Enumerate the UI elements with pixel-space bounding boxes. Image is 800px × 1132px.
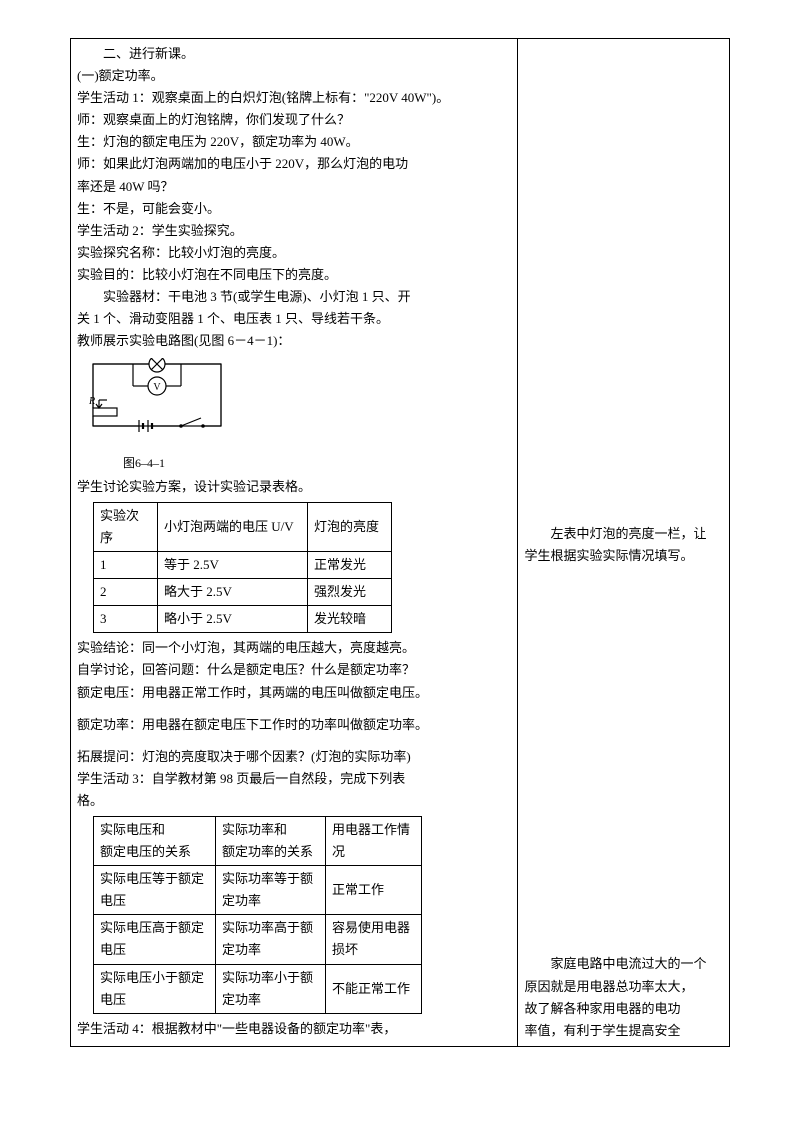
table-cell: 略大于 2.5V xyxy=(158,579,308,606)
relation-table: 实际电压和额定电压的关系 实际功率和额定功率的关系 用电器工作情况 实际电压等于… xyxy=(93,816,422,1014)
circuit-diagram: V R xyxy=(85,358,511,473)
table-cell: 实际功率和额定功率的关系 xyxy=(216,817,326,866)
experiment-name: 实验探究名称：比较小灯泡的亮度。 xyxy=(77,242,511,264)
definition-p: 额定功率：用电器在额定电压下工作时的功率叫做额定功率。 xyxy=(77,714,511,736)
table-cell: 实际电压高于额定电压 xyxy=(94,915,216,964)
table-cell: 发光较暗 xyxy=(308,606,392,633)
experiment-equipment: 实验器材：干电池 3 节(或学生电源)、小灯泡 1 只、开 xyxy=(77,286,511,308)
table-cell: 正常工作 xyxy=(326,866,422,915)
table-cell: 正常发光 xyxy=(308,552,392,579)
experiment-goal: 实验目的：比较小灯泡在不同电压下的亮度。 xyxy=(77,264,511,286)
left-column: 二、进行新课。 (一)额定功率。 学生活动 1：观察桌面上的白炽灯泡(铭牌上标有… xyxy=(71,39,518,1046)
svg-text:R: R xyxy=(88,396,95,407)
table-cell: 强烈发光 xyxy=(308,579,392,606)
experiment-show: 教师展示实验电路图(见图 6－4－1)： xyxy=(77,330,511,352)
subsection-title: (一)额定功率。 xyxy=(77,65,511,87)
table-cell: 实际功率等于额定功率 xyxy=(216,866,326,915)
activity-3: 学生活动 3：自学教材第 98 页最后一自然段，完成下列表 xyxy=(77,768,511,790)
dialogue-line: 率还是 40W 吗？ xyxy=(77,176,511,198)
table-cell: 小灯泡两端的电压 U/V xyxy=(158,502,308,551)
experiment-equipment: 关 1 个、滑动变阻器 1 个、电压表 1 只、导线若干条。 xyxy=(77,308,511,330)
right-column: 左表中灯泡的亮度一栏，让 学生根据实验实际情况填写。 家庭电路中电流过大的一个 … xyxy=(518,39,729,1046)
note-line: 原因就是用电器总功率太大， xyxy=(524,976,723,998)
table-cell: 实际功率小于额定功率 xyxy=(216,964,326,1013)
dialogue-line: 生：灯泡的额定电压为 220V，额定功率为 40W。 xyxy=(77,131,511,153)
svg-text:V: V xyxy=(153,382,161,393)
note-line: 家庭电路中电流过大的一个 xyxy=(524,953,723,975)
table-cell: 实际电压小于额定电压 xyxy=(94,964,216,1013)
table-row: 1 等于 2.5V 正常发光 xyxy=(94,552,392,579)
table-cell: 3 xyxy=(94,606,158,633)
section-heading: 二、进行新课。 xyxy=(77,43,511,65)
table-cell: 1 xyxy=(94,552,158,579)
table-row: 2 略大于 2.5V 强烈发光 xyxy=(94,579,392,606)
table-cell: 2 xyxy=(94,579,158,606)
table-cell: 实际电压和额定电压的关系 xyxy=(94,817,216,866)
note-line: 故了解各种家用电器的电功 xyxy=(524,998,723,1020)
table-cell: 用电器工作情况 xyxy=(326,817,422,866)
note-line: 率值，有利于学生提高安全 xyxy=(524,1020,723,1042)
table-row: 实际电压等于额定电压 实际功率等于额定功率 正常工作 xyxy=(94,866,422,915)
definition-u: 额定电压：用电器正常工作时，其两端的电压叫做额定电压。 xyxy=(77,682,511,704)
dialogue-line: 师：如果此灯泡两端加的电压小于 220V，那么灯泡的电功 xyxy=(77,153,511,175)
table-cell: 略小于 2.5V xyxy=(158,606,308,633)
table-row: 实际电压和额定电压的关系 实际功率和额定功率的关系 用电器工作情况 xyxy=(94,817,422,866)
table-cell: 灯泡的亮度 xyxy=(308,502,392,551)
activity-4: 学生活动 4：根据教材中"一些电器设备的额定功率"表， xyxy=(77,1018,511,1040)
table-cell: 实际电压等于额定电压 xyxy=(94,866,216,915)
spacer xyxy=(77,736,511,746)
margin-note: 左表中灯泡的亮度一栏，让 学生根据实验实际情况填写。 xyxy=(524,523,723,567)
note-line: 学生根据实验实际情况填写。 xyxy=(524,545,723,567)
experiment-table: 实验次序 小灯泡两端的电压 U/V 灯泡的亮度 1 等于 2.5V 正常发光 2… xyxy=(93,502,392,633)
conclusion: 实验结论：同一个小灯泡，其两端的电压越大，亮度越亮。 xyxy=(77,637,511,659)
table-row: 实验次序 小灯泡两端的电压 U/V 灯泡的亮度 xyxy=(94,502,392,551)
table-row: 实际电压高于额定电压 实际功率高于额定功率 容易使用电器损坏 xyxy=(94,915,422,964)
margin-note: 家庭电路中电流过大的一个 原因就是用电器总功率太大， 故了解各种家用电器的电功 … xyxy=(524,953,723,1041)
table-cell: 实验次序 xyxy=(94,502,158,551)
circuit-svg: V R xyxy=(85,358,235,444)
table-cell: 等于 2.5V xyxy=(158,552,308,579)
table-cell: 实际功率高于额定功率 xyxy=(216,915,326,964)
dialogue-line: 生：不是，可能会变小。 xyxy=(77,198,511,220)
note-line: 左表中灯泡的亮度一栏，让 xyxy=(524,523,723,545)
extension-question: 拓展提问：灯泡的亮度取决于哪个因素？(灯泡的实际功率) xyxy=(77,746,511,768)
lesson-table: 二、进行新课。 (一)额定功率。 学生活动 1：观察桌面上的白炽灯泡(铭牌上标有… xyxy=(70,38,730,1047)
discuss-line: 学生讨论实验方案，设计实验记录表格。 xyxy=(77,476,511,498)
activity-1: 学生活动 1：观察桌面上的白炽灯泡(铭牌上标有："220V 40W")。 xyxy=(77,87,511,109)
table-cell: 容易使用电器损坏 xyxy=(326,915,422,964)
table-row: 实际电压小于额定电压 实际功率小于额定功率 不能正常工作 xyxy=(94,964,422,1013)
table-row: 3 略小于 2.5V 发光较暗 xyxy=(94,606,392,633)
activity-3: 格。 xyxy=(77,790,511,812)
self-question: 自学讨论，回答问题：什么是额定电压？什么是额定功率？ xyxy=(77,659,511,681)
circuit-caption: 图6–4–1 xyxy=(123,453,511,473)
activity-2: 学生活动 2：学生实验探究。 xyxy=(77,220,511,242)
table-cell: 不能正常工作 xyxy=(326,964,422,1013)
spacer xyxy=(77,704,511,714)
dialogue-line: 师：观察桌面上的灯泡铭牌，你们发现了什么？ xyxy=(77,109,511,131)
